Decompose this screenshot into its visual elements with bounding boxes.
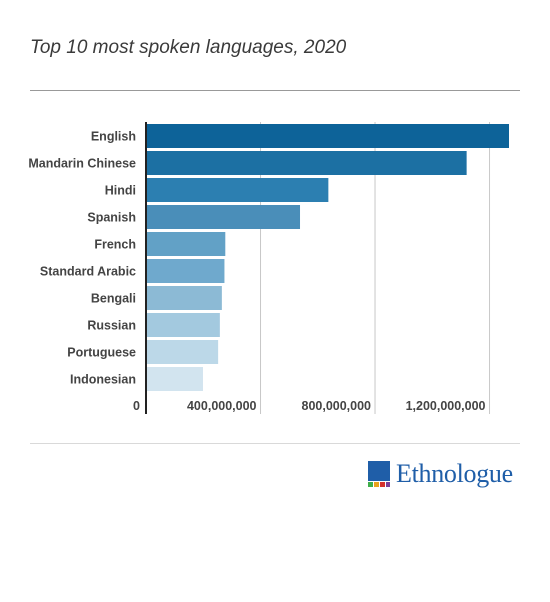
bar-standard-arabic [146, 259, 225, 283]
ethnologue-logo: Ethnologue [368, 458, 513, 490]
category-label: Russian [87, 319, 136, 333]
category-label: Bengali [91, 292, 136, 306]
chart-title: Top 10 most spoken languages, 2020 [30, 37, 347, 58]
category-label: French [94, 238, 136, 252]
category-label: Spanish [87, 211, 136, 225]
bar-indonesian [146, 367, 203, 391]
x-tick-labels: 0 400,000,000 800,000,000 1,200,000,000 [133, 399, 486, 413]
category-labels: English Mandarin Chinese Hindi Spanish Frenc… [28, 130, 136, 387]
ethnologue-logo-icon [368, 461, 390, 487]
bar-russian [146, 313, 220, 337]
bar-chart: English Mandarin Chinese Hindi Spanish Frenc… [28, 122, 509, 414]
category-label: Indonesian [70, 373, 136, 387]
bar-french [146, 232, 226, 256]
category-label: Mandarin Chinese [28, 157, 136, 171]
x-tick-label: 800,000,000 [302, 399, 372, 413]
bar-spanish [146, 205, 301, 229]
bottom-divider [30, 443, 520, 444]
category-label: Hindi [105, 184, 136, 198]
top-divider [30, 90, 520, 91]
category-label: Portuguese [67, 346, 136, 360]
bar-bengali [146, 286, 222, 310]
category-label: English [91, 130, 136, 144]
bar-english [146, 124, 509, 148]
bar-portuguese [146, 340, 219, 364]
bars [146, 124, 509, 391]
x-tick-label: 1,200,000,000 [406, 399, 486, 413]
bar-mandarin-chinese [146, 151, 467, 175]
bar-hindi [146, 178, 329, 202]
x-tick-label: 400,000,000 [187, 399, 257, 413]
x-tick-label: 0 [133, 399, 140, 413]
ethnologue-logo-text: Ethnologue [396, 459, 513, 488]
category-label: Standard Arabic [40, 265, 136, 279]
